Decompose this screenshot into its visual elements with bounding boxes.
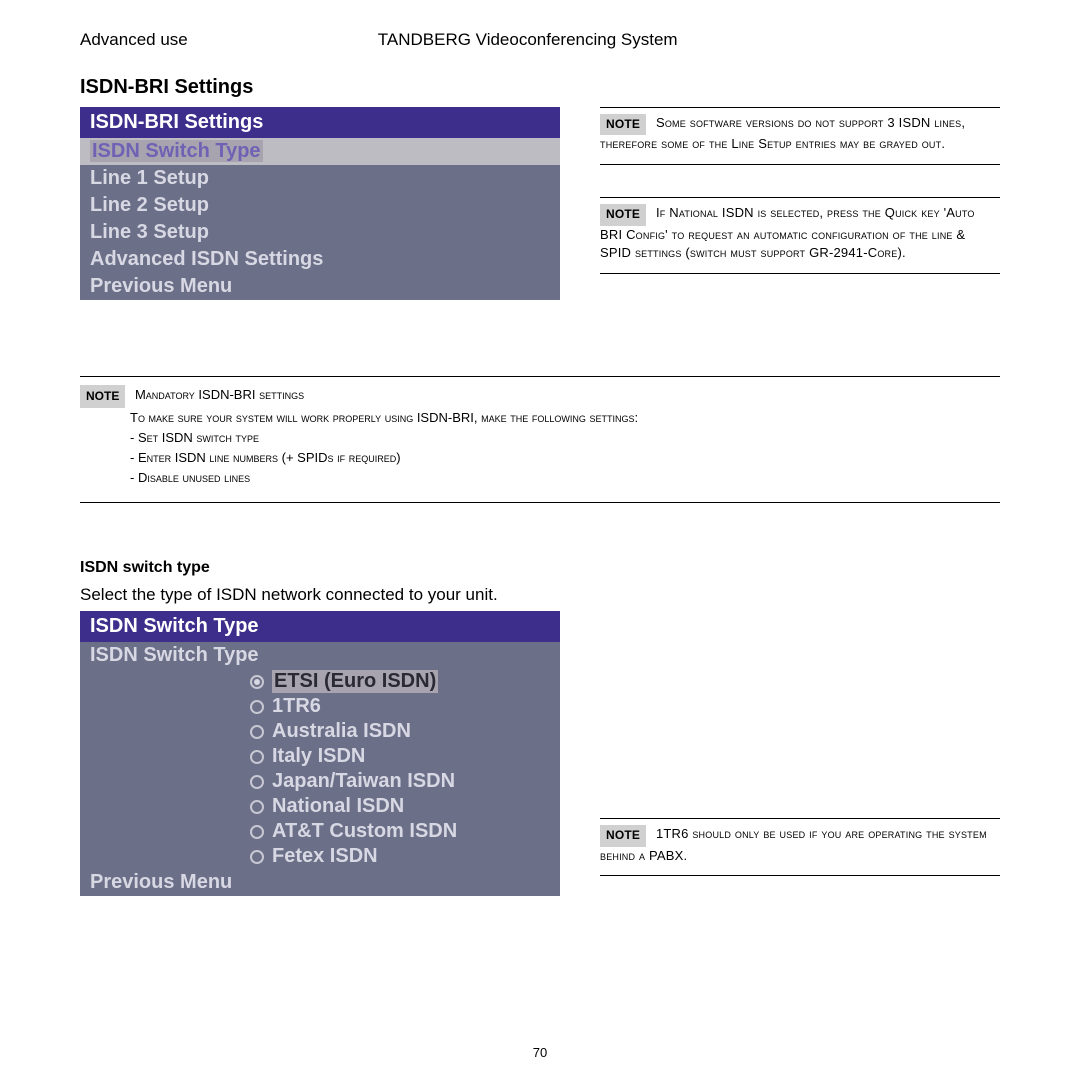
page-title: ISDN-BRI Settings (80, 76, 1000, 99)
note-line2: To make sure your system will work prope… (130, 408, 1000, 428)
radio-option-national[interactable]: National ISDN (80, 794, 560, 819)
radio-icon (250, 675, 264, 689)
note-tag: NOTE (600, 204, 646, 225)
note-bullet: - Set ISDN switch type (130, 428, 1000, 448)
menu-item-previous[interactable]: Previous Menu (80, 869, 560, 896)
radio-icon (250, 775, 264, 789)
radio-option-australia[interactable]: Australia ISDN (80, 719, 560, 744)
isdn-bri-menu: ISDN-BRI Settings ISDN Switch Type Line … (80, 107, 560, 300)
note-tag: NOTE (80, 385, 125, 408)
note-software-versions: NOTE Some software versions do not suppo… (600, 107, 1000, 165)
section-heading: ISDN switch type (80, 559, 1000, 577)
header-left: Advanced use (80, 30, 188, 50)
menu-title: ISDN Switch Type (80, 611, 560, 642)
radio-option-japan[interactable]: Japan/Taiwan ISDN (80, 769, 560, 794)
radio-option-att[interactable]: AT&T Custom ISDN (80, 819, 560, 844)
note-text: Some software versions do not support 3 … (600, 115, 965, 151)
radio-option-etsi[interactable]: ETSI (Euro ISDN) (80, 669, 560, 694)
menu-item-switch-type[interactable]: ISDN Switch Type (80, 138, 560, 165)
note-national-isdn: NOTE If National ISDN is selected, press… (600, 197, 1000, 274)
radio-icon (250, 825, 264, 839)
note-text: 1TR6 should only be used if you are oper… (600, 826, 987, 862)
note-tag: NOTE (600, 825, 646, 846)
menu-item-advanced[interactable]: Advanced ISDN Settings (80, 246, 560, 273)
menu-item-line1[interactable]: Line 1 Setup (80, 165, 560, 192)
note-text: If National ISDN is selected, press the … (600, 205, 975, 260)
note-line1: Mandatory ISDN-BRI settings (135, 387, 304, 402)
note-tag: NOTE (600, 114, 646, 135)
note-bullet: - Enter ISDN line numbers (+ SPIDs if re… (130, 448, 1000, 468)
radio-icon (250, 850, 264, 864)
page-number: 70 (0, 1045, 1080, 1060)
radio-icon (250, 725, 264, 739)
menu-field-label: ISDN Switch Type (80, 642, 560, 669)
radio-icon (250, 700, 264, 714)
menu-item-line3[interactable]: Line 3 Setup (80, 219, 560, 246)
radio-option-italy[interactable]: Italy ISDN (80, 744, 560, 769)
note-1tr6: NOTE 1TR6 should only be used if you are… (600, 818, 1000, 876)
header-right: TANDBERG Videoconferencing System (378, 30, 678, 50)
menu-item-previous[interactable]: Previous Menu (80, 273, 560, 300)
menu-item-line2[interactable]: Line 2 Setup (80, 192, 560, 219)
radio-icon (250, 750, 264, 764)
note-mandatory-settings: NOTE Mandatory ISDN-BRI settings To make… (80, 376, 1000, 503)
section-desc: Select the type of ISDN network connecte… (80, 585, 1000, 605)
radio-option-fetex[interactable]: Fetex ISDN (80, 844, 560, 869)
radio-icon (250, 800, 264, 814)
note-bullet: - Disable unused lines (130, 468, 1000, 488)
radio-option-1tr6[interactable]: 1TR6 (80, 694, 560, 719)
page-header: Advanced use TANDBERG Videoconferencing … (80, 30, 1000, 50)
isdn-switch-type-menu: ISDN Switch Type ISDN Switch Type ETSI (… (80, 611, 560, 896)
menu-title: ISDN-BRI Settings (80, 107, 560, 138)
